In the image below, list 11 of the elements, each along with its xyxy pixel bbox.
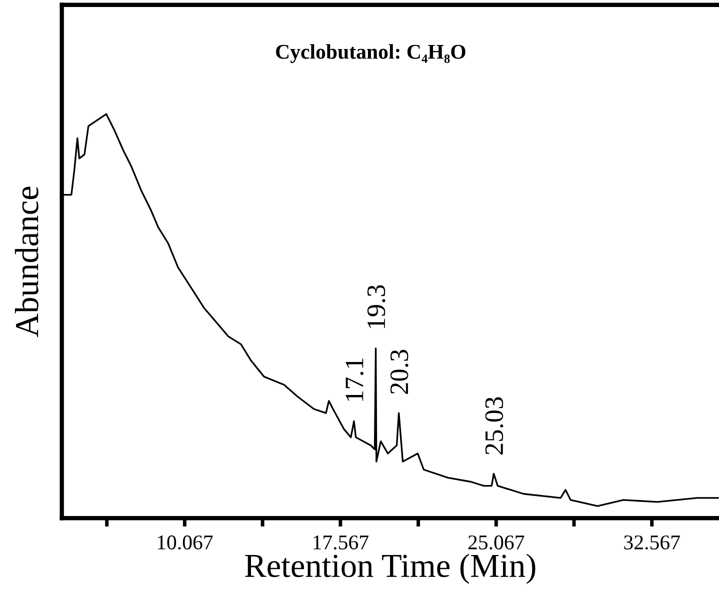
annotation: 20.3 [390,350,408,394]
x-axis-title: Retention Time (Min) [245,554,536,584]
chart-title: Cyclobutanol: C₄H₈O [276,44,466,64]
annotation: 19.3 [367,285,386,328]
x-tick-label: 32.567 [624,535,680,550]
x-tick-label: 25.067 [468,535,524,550]
x-tick-label: 10.067 [158,535,213,550]
annotation: 17.1 [346,358,364,401]
y-axis-title: Abundance [14,186,38,338]
x-tick-label: 17.567 [314,535,368,550]
annotation: 25.03 [485,397,504,454]
